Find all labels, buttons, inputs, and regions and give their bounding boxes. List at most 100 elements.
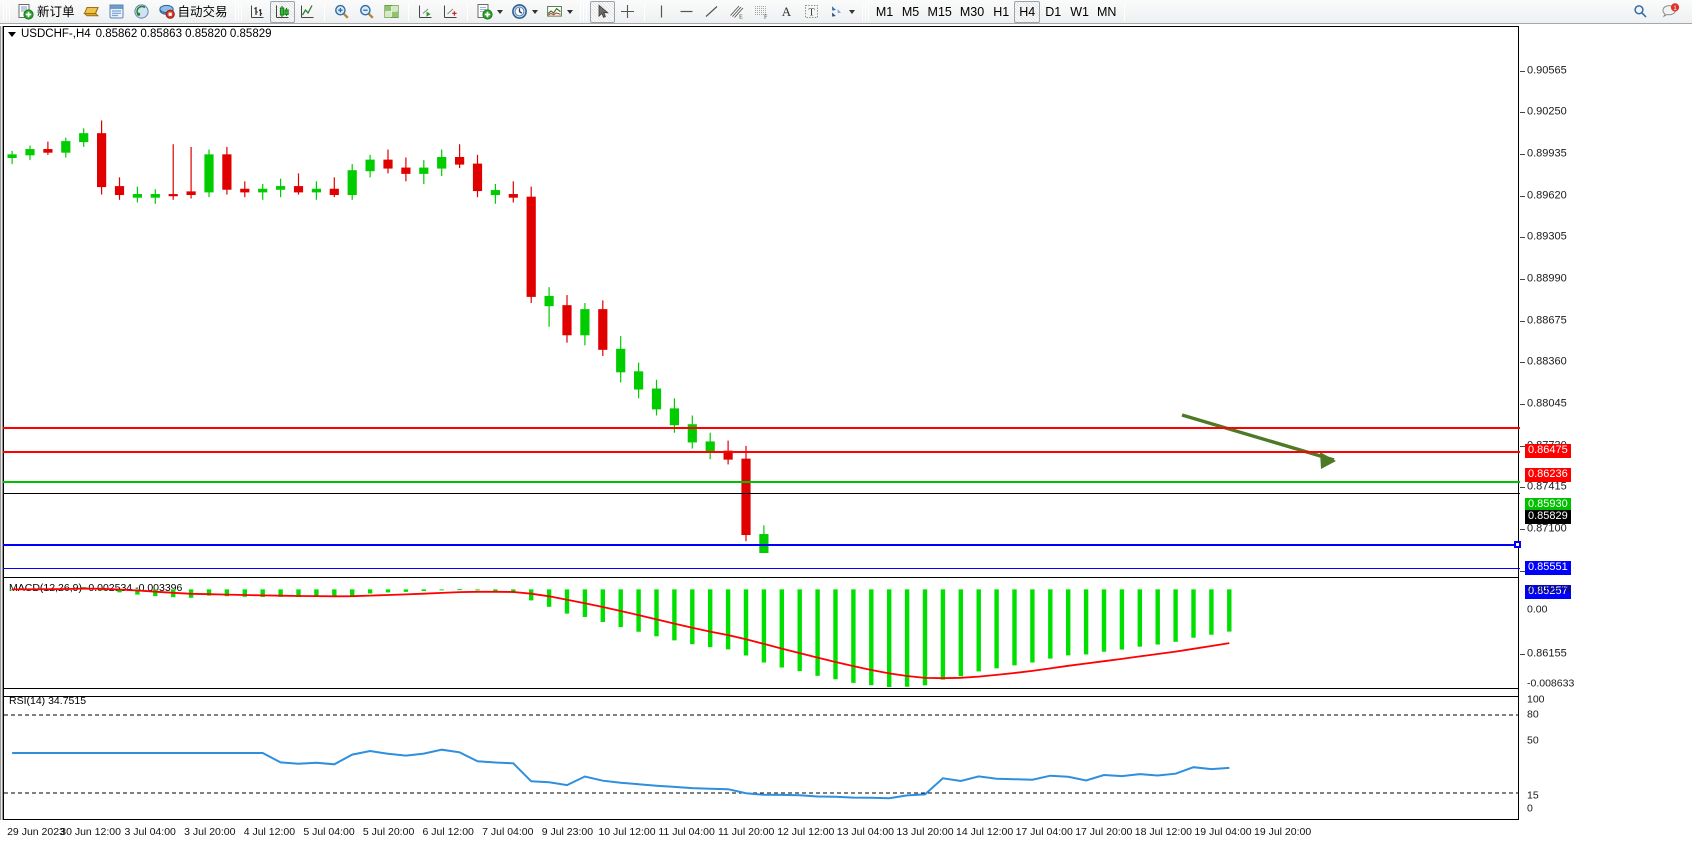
text-box-button[interactable]: T	[799, 1, 824, 23]
candlestick-chart-icon	[274, 3, 291, 20]
rsi-panel[interactable]	[4, 697, 1519, 821]
timeframe-label: W1	[1070, 4, 1089, 19]
macd-histogram-bar	[1030, 589, 1035, 663]
new-chart-button[interactable]	[472, 1, 507, 23]
chart-window[interactable]: USDCHF-,H4 0.85862 0.85863 0.85820 0.858…	[0, 24, 1692, 849]
expert-advisor-icon	[158, 3, 175, 20]
time-axis-label: 11 Jul 04:00	[658, 826, 715, 838]
timeframe-d1[interactable]: D1	[1040, 1, 1066, 23]
price-tag-order[interactable]: 0.85551	[1525, 561, 1571, 575]
text-label-button[interactable]: A	[774, 1, 799, 23]
timeframe-m5[interactable]: M5	[898, 1, 924, 23]
chart-grid-icon	[383, 3, 400, 20]
macd-histogram-bar	[1191, 589, 1196, 638]
crosshair-icon	[619, 3, 636, 20]
toolbar-grip-timeframes[interactable]	[861, 2, 870, 21]
macd-histogram-bar	[779, 589, 784, 668]
rsi-axis-label: 15	[1527, 789, 1539, 802]
bar-chart-button[interactable]	[245, 1, 270, 23]
chart-grid-button[interactable]	[379, 1, 404, 23]
macd-histogram-bar	[1137, 589, 1142, 647]
candlestick	[526, 186, 536, 304]
timeframe-h4[interactable]: H4	[1014, 0, 1041, 23]
price-panel[interactable]	[4, 27, 1520, 553]
candlestick	[437, 149, 447, 177]
macd-histogram-bar	[135, 589, 140, 595]
toolbar-separator-5	[1124, 2, 1126, 21]
data-window-button[interactable]	[104, 1, 129, 23]
line-chart-button[interactable]	[295, 1, 320, 23]
macd-axis-label: -0.008633	[1527, 677, 1575, 690]
macd-panel[interactable]	[4, 579, 1519, 687]
candlestick	[276, 178, 286, 198]
timeframe-label: H4	[1019, 4, 1036, 19]
price-tag-resistance[interactable]: 0.86236	[1525, 468, 1571, 482]
new-order-button[interactable]: 新订单	[13, 1, 79, 23]
macd-histogram-bar	[350, 589, 355, 596]
metaeditor-button[interactable]	[79, 1, 104, 23]
price-tag-support[interactable]: 0.85930	[1525, 498, 1571, 512]
macd-histogram-bar	[654, 589, 659, 637]
chart-symbol-header[interactable]: USDCHF-,H4 0.85862 0.85863 0.85820 0.858…	[8, 28, 272, 40]
cursor-button[interactable]	[589, 0, 615, 23]
toolbar-grip-standard[interactable]	[3, 2, 11, 21]
trendline-button[interactable]	[699, 1, 724, 23]
zoom-in-button[interactable]	[329, 1, 354, 23]
chart-shift-button[interactable]	[438, 1, 463, 23]
timeframe-h1[interactable]: H1	[988, 1, 1014, 23]
vertical-line-button[interactable]	[649, 1, 674, 23]
toolbar-grip-drawing[interactable]	[579, 2, 588, 21]
fibonacci-icon: F	[753, 3, 770, 20]
macd-histogram-bar	[887, 589, 892, 687]
timeframe-m30[interactable]: M30	[956, 1, 988, 23]
price-tag-bid[interactable]: 0.85829	[1525, 510, 1571, 524]
timeframe-mn[interactable]: MN	[1093, 1, 1120, 23]
chevron-down-icon[interactable]	[566, 9, 573, 14]
price-axis-label: 0.88360	[1527, 355, 1567, 368]
macd-histogram-bar	[206, 589, 212, 596]
timeframe-m1[interactable]: M1	[872, 1, 898, 23]
chat-button[interactable]: 1	[1657, 1, 1684, 23]
price-axis[interactable]: 0.90565 0.90250 0.89935 0.89620 0.89305 0.889…	[1520, 50, 1692, 820]
price-tag-order[interactable]: 0.85257	[1525, 585, 1571, 599]
signals-button[interactable]	[129, 1, 154, 23]
indicators-button[interactable]	[542, 1, 577, 23]
time-axis-label: 29 Jun 2023	[7, 826, 65, 838]
macd-histogram-bar	[1227, 589, 1232, 632]
candlestick-chart-button[interactable]	[269, 0, 295, 23]
order-line-handle[interactable]	[1514, 541, 1521, 548]
horizontal-line-button[interactable]	[674, 1, 699, 23]
chart-plot-frame[interactable]	[3, 26, 1519, 820]
chevron-down-icon[interactable]	[8, 31, 16, 37]
search-button[interactable]	[1628, 1, 1653, 23]
candlestick	[222, 146, 232, 195]
time-axis[interactable]: 29 Jun 2023 30 Jun 12:00 3 Jul 04:00 3 Jul …	[3, 822, 1519, 846]
price-axis-tick	[1520, 445, 1525, 447]
time-axis-label: 5 Jul 04:00	[303, 826, 355, 838]
timeframe-w1[interactable]: W1	[1066, 1, 1093, 23]
timeframe-label: M15	[927, 4, 952, 19]
candlestick	[616, 336, 626, 383]
trend-arrow-annotation[interactable]	[1181, 413, 1336, 469]
chevron-down-icon[interactable]	[848, 9, 855, 14]
shapes-button[interactable]	[824, 1, 859, 23]
toolbar-grip-charts[interactable]	[234, 2, 243, 21]
autotrading-button[interactable]: 自动交易	[154, 1, 232, 23]
candlestick	[43, 141, 53, 155]
period-button[interactable]	[507, 1, 542, 23]
equidistant-channel-button[interactable]: E	[724, 1, 749, 23]
chevron-down-icon[interactable]	[496, 9, 503, 14]
macd-histogram-bar	[797, 589, 802, 672]
price-tag-resistance[interactable]: 0.86475	[1525, 444, 1571, 458]
zoom-out-button[interactable]	[354, 1, 379, 23]
auto-scroll-button[interactable]	[413, 1, 438, 23]
timeframe-m15[interactable]: M15	[924, 1, 956, 23]
price-axis-tick	[1520, 278, 1525, 280]
search-icon	[1632, 3, 1649, 20]
time-axis-label: 19 Jul 20:00	[1253, 826, 1312, 838]
fibonacci-button[interactable]: F	[749, 1, 774, 23]
rsi-indicator-label[interactable]: RSI(14) 34.7515	[9, 695, 87, 707]
chevron-down-icon[interactable]	[531, 9, 538, 14]
macd-histogram-bar	[761, 589, 767, 663]
crosshair-button[interactable]	[615, 1, 640, 23]
